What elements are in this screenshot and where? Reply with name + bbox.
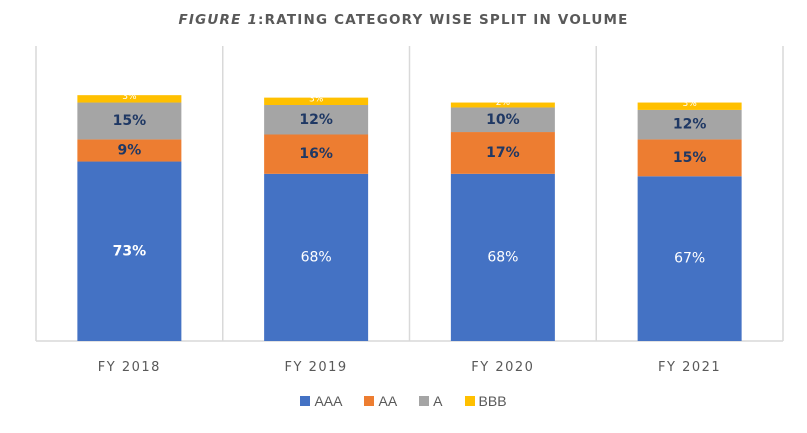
data-label: 15% xyxy=(113,113,147,129)
legend-swatch xyxy=(464,396,475,406)
legend-label: A xyxy=(433,393,443,409)
data-label: 3% xyxy=(682,99,697,109)
data-label: 9% xyxy=(117,142,141,158)
data-label: 68% xyxy=(487,249,518,265)
bar-bbb-fy-2021 xyxy=(637,102,742,110)
legend-swatch xyxy=(364,396,375,406)
bar-a-fy-2020 xyxy=(450,107,555,133)
x-tick-label: FY 2019 xyxy=(285,360,348,375)
bar-a-fy-2021 xyxy=(637,109,742,140)
legend-label: AAA xyxy=(314,393,343,409)
legend-label: BBB xyxy=(478,393,507,409)
bar-aa-fy-2019 xyxy=(264,134,369,174)
data-label: 12% xyxy=(673,117,707,133)
legend-item-a: A xyxy=(419,393,443,409)
legend-swatch xyxy=(419,396,430,406)
legend-item-aaa: AAA xyxy=(300,393,342,409)
legend-item-aa: AA xyxy=(364,393,397,409)
data-label: 12% xyxy=(299,112,333,128)
bar-aaa-fy-2021 xyxy=(637,176,742,341)
chart-title: FIGURE 1:RATING CATEGORY WISE SPLIT IN V… xyxy=(0,12,807,28)
bar-aaa-fy-2020 xyxy=(450,173,555,341)
data-label: 15% xyxy=(673,150,707,166)
x-tick-label: FY 2020 xyxy=(471,360,534,375)
bar-aaa-fy-2018 xyxy=(77,161,182,341)
bar-bbb-fy-2020 xyxy=(450,102,555,108)
legend-label: AA xyxy=(378,393,398,409)
data-label: 3% xyxy=(122,92,137,102)
bar-aa-fy-2020 xyxy=(450,132,555,174)
bar-aa-fy-2021 xyxy=(637,139,742,177)
data-label: 67% xyxy=(674,251,705,267)
data-label: 10% xyxy=(486,112,520,128)
data-label: 16% xyxy=(299,146,333,162)
bar-a-fy-2019 xyxy=(264,105,369,135)
legend: AAA AA A BBB xyxy=(0,393,807,409)
bar-bbb-fy-2018 xyxy=(77,95,182,103)
data-label: 73% xyxy=(113,243,147,259)
data-label: 2% xyxy=(496,98,511,108)
legend-item-bbb: BBB xyxy=(464,393,507,409)
bar-aa-fy-2018 xyxy=(77,139,182,162)
bar-bbb-fy-2019 xyxy=(264,97,369,105)
chart-title-rest: :RATING CATEGORY WISE SPLIT IN VOLUME xyxy=(258,12,629,28)
bar-aaa-fy-2019 xyxy=(264,173,369,341)
bar-a-fy-2018 xyxy=(77,102,182,140)
x-tick-label: FY 2018 xyxy=(98,360,161,375)
data-label: 3% xyxy=(309,94,324,104)
legend-swatch xyxy=(300,396,311,406)
data-label: 17% xyxy=(486,145,520,161)
data-label: 68% xyxy=(301,249,332,265)
chart-title-prefix: FIGURE 1 xyxy=(178,12,259,28)
x-tick-label: FY 2021 xyxy=(658,360,721,375)
